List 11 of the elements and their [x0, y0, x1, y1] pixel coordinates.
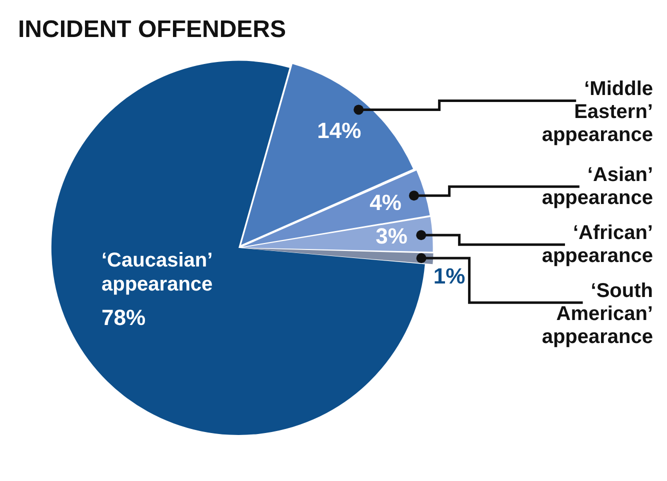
- data-label: 4%: [370, 190, 402, 216]
- slice-label: ‘Caucasian’ appearance: [101, 250, 213, 296]
- slice-label: ‘Asian’ appearance: [542, 164, 653, 210]
- data-label: 1%: [433, 264, 466, 289]
- slice-label: ‘South American’ appearance: [542, 280, 653, 348]
- data-label: 78%: [101, 305, 146, 330]
- slice-label: ‘African’ appearance: [542, 222, 653, 268]
- slice-label: ‘Middle Eastern’ appearance: [542, 78, 653, 146]
- data-label: 14%: [317, 118, 362, 144]
- data-label: 3%: [376, 223, 408, 248]
- chart-title: INCIDENT OFFENDERS: [18, 16, 286, 44]
